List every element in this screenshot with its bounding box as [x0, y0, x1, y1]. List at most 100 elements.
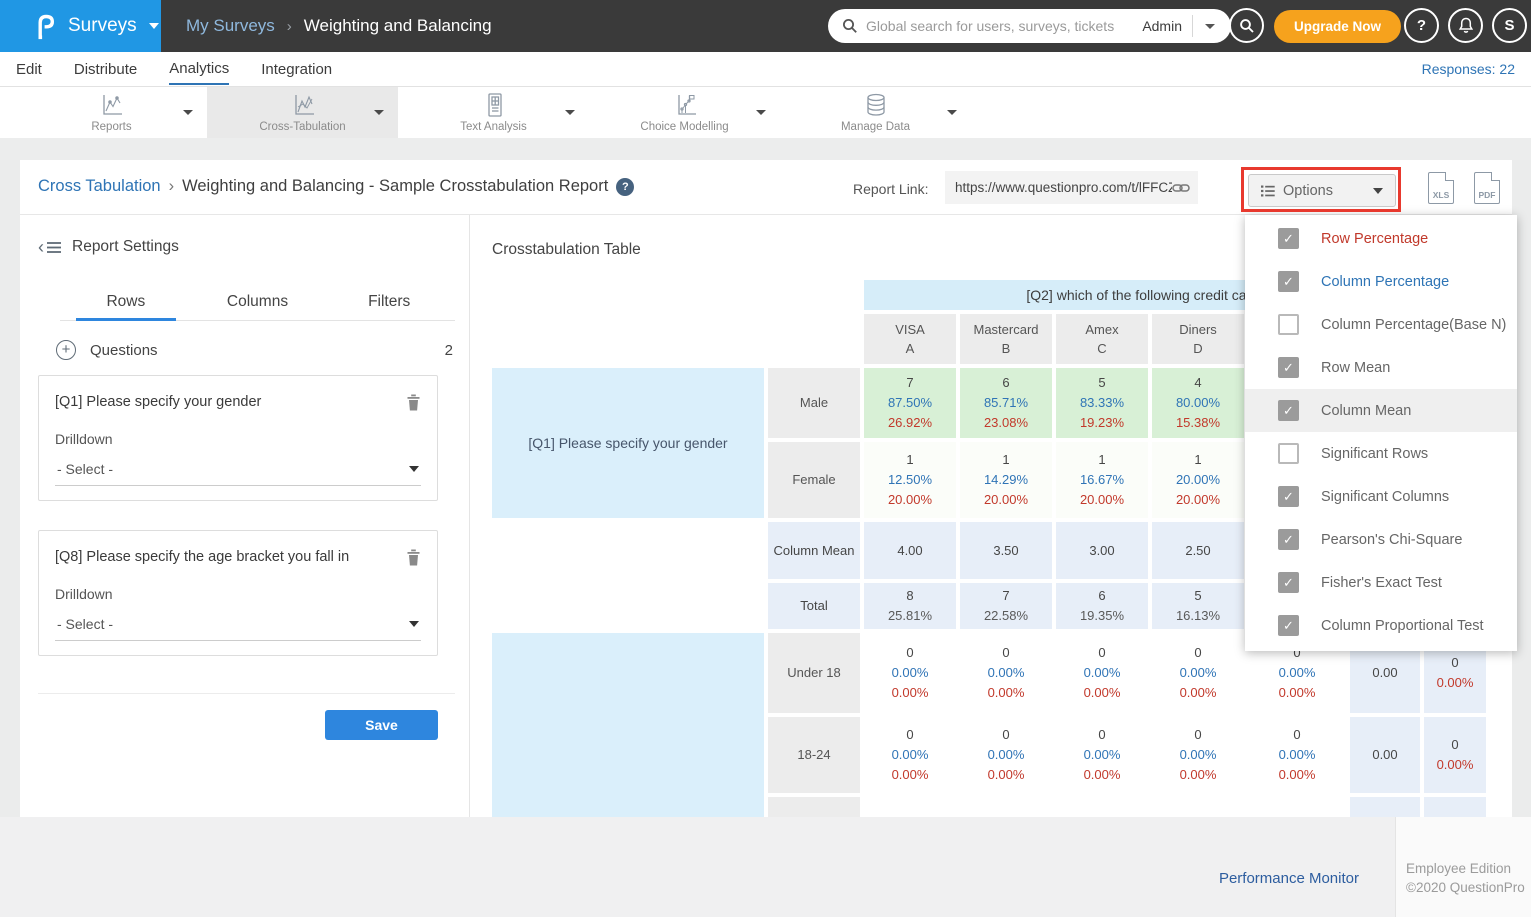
cell: 120.00%20.00% — [1152, 442, 1244, 518]
nav-tab-distribute[interactable]: Distribute — [74, 54, 137, 84]
database-icon — [863, 92, 889, 118]
menu-item-column-mean[interactable]: Column Mean — [1245, 389, 1517, 432]
breadcrumb-separator: › — [287, 18, 292, 35]
save-button[interactable]: Save — [325, 710, 438, 740]
breadcrumb-my-surveys-link[interactable]: My Surveys — [186, 16, 275, 36]
report-settings-panel: Report Settings Rows Columns Filters Que… — [20, 215, 470, 817]
export-xls-button[interactable]: XLS — [1428, 172, 1454, 204]
checkbox-checked-icon[interactable] — [1278, 529, 1299, 550]
reports-chart-icon — [99, 92, 125, 118]
report-breadcrumb: Cross Tabulation › Weighting and Balanci… — [38, 177, 634, 196]
module-caret-icon[interactable] — [374, 110, 384, 115]
question-title: [Q1] Please specify your gender — [55, 394, 406, 410]
help-icon: ? — [1417, 17, 1426, 34]
tab-rows[interactable]: Rows — [60, 285, 192, 320]
drilldown-select-q8[interactable]: - Select - — [55, 602, 421, 641]
questions-label: Questions — [90, 342, 158, 359]
panel-divider — [38, 693, 455, 694]
nav-tab-edit[interactable]: Edit — [16, 54, 42, 84]
search-scope-caret-icon[interactable] — [1205, 24, 1215, 29]
breadcrumb-separator: › — [169, 177, 175, 196]
checkbox-checked-icon[interactable] — [1278, 357, 1299, 378]
cross-tabulation-link[interactable]: Cross Tabulation — [38, 177, 161, 196]
module-caret-icon[interactable] — [183, 110, 193, 115]
menu-item-column-proportional-test[interactable]: Column Proportional Test — [1245, 604, 1517, 647]
menu-item-significant-columns[interactable]: Significant Columns — [1245, 475, 1517, 518]
module-choice-modelling[interactable]: Choice Modelling — [589, 87, 780, 138]
cell: 2.50 — [1152, 522, 1244, 579]
module-label: Manage Data — [841, 121, 910, 133]
module-reports[interactable]: Reports — [16, 87, 207, 138]
add-question-icon[interactable] — [56, 340, 76, 360]
notifications-button[interactable] — [1448, 8, 1483, 43]
edition-label: Employee Edition — [1406, 859, 1531, 878]
export-pdf-button[interactable]: PDF — [1474, 172, 1500, 204]
link-icon[interactable] — [1172, 181, 1190, 195]
report-help-icon[interactable]: ? — [616, 178, 634, 196]
settings-tabs: Rows Columns Filters — [60, 285, 455, 321]
checkbox-checked-icon[interactable] — [1278, 572, 1299, 593]
account-avatar[interactable]: S — [1492, 8, 1527, 43]
menu-item-column-percentage[interactable]: Column Percentage — [1245, 260, 1517, 303]
copyright-label: ©2020 QuestionPro — [1406, 878, 1531, 897]
toolbar-gap — [0, 138, 1531, 160]
menu-item-row-mean[interactable]: Row Mean — [1245, 346, 1517, 389]
q1-row-label: [Q1] Please specify your gender — [492, 368, 764, 518]
delete-question-icon[interactable] — [406, 549, 421, 566]
upgrade-now-button[interactable]: Upgrade Now — [1274, 10, 1401, 43]
report-header-row: Cross Tabulation › Weighting and Balanci… — [20, 160, 1512, 215]
menu-item-row-percentage[interactable]: Row Percentage — [1245, 217, 1517, 260]
select-caret-icon — [409, 621, 419, 627]
row-stub-under18: Under 18 — [768, 633, 860, 713]
report-url-input[interactable] — [955, 180, 1172, 195]
performance-monitor-link[interactable]: Performance Monitor — [1219, 870, 1359, 887]
module-text-analysis[interactable]: Text Analysis — [398, 87, 589, 138]
nav-tab-integration[interactable]: Integration — [261, 54, 332, 84]
menu-item-pearsons-chi-square[interactable]: Pearson's Chi-Square — [1245, 518, 1517, 561]
module-manage-data[interactable]: Manage Data — [780, 87, 971, 138]
column-header-amex: AmexC — [1056, 314, 1148, 364]
cell: 722.58% — [960, 583, 1052, 629]
row-stub-column-mean: Column Mean — [768, 522, 860, 579]
cell: 583.33%19.23% — [1056, 368, 1148, 438]
search-submit-button[interactable] — [1229, 8, 1264, 43]
help-button[interactable]: ? — [1404, 8, 1439, 43]
checkbox-unchecked-icon[interactable] — [1278, 443, 1299, 464]
options-dropdown-menu: Row Percentage Column Percentage Column … — [1245, 215, 1517, 651]
checkbox-checked-icon[interactable] — [1278, 486, 1299, 507]
question-card-q8: [Q8] Please specify the age bracket you … — [38, 530, 438, 656]
column-header-mastercard: MastercardB — [960, 314, 1052, 364]
tab-filters[interactable]: Filters — [323, 285, 455, 320]
drilldown-select-q1[interactable]: - Select - — [55, 447, 421, 486]
questions-section-header: Questions 2 — [56, 340, 453, 360]
menu-item-significant-rows[interactable]: Significant Rows — [1245, 432, 1517, 475]
global-search-input[interactable] — [866, 18, 1136, 34]
global-search-bar: Admin — [828, 9, 1231, 43]
module-caret-icon[interactable] — [947, 110, 957, 115]
checkbox-checked-icon[interactable] — [1278, 271, 1299, 292]
options-button[interactable]: Options — [1248, 174, 1396, 207]
checkbox-checked-icon[interactable] — [1278, 400, 1299, 421]
collapse-panel-icon[interactable] — [38, 238, 62, 256]
cell: 516.13% — [1152, 583, 1244, 629]
product-switcher-caret-icon[interactable] — [149, 23, 159, 29]
module-caret-icon[interactable] — [565, 110, 575, 115]
row-stub-male: Male — [768, 368, 860, 438]
search-scope-label: Admin — [1142, 18, 1182, 34]
menu-item-fishers-exact-test[interactable]: Fisher's Exact Test — [1245, 561, 1517, 604]
checkbox-checked-icon[interactable] — [1278, 615, 1299, 636]
menu-item-column-percentage-base-n[interactable]: Column Percentage(Base N) — [1245, 303, 1517, 346]
checkbox-unchecked-icon[interactable] — [1278, 314, 1299, 335]
xls-icon-label: XLS — [1429, 190, 1453, 200]
cell: 787.50%26.92% — [864, 368, 956, 438]
module-caret-icon[interactable] — [756, 110, 766, 115]
checkbox-checked-icon[interactable] — [1278, 228, 1299, 249]
brand-block[interactable]: Surveys — [0, 0, 161, 52]
delete-question-icon[interactable] — [406, 394, 421, 411]
cell: 00.00%0.00% — [1152, 633, 1244, 713]
module-cross-tabulation[interactable]: Cross-Tabulation — [207, 87, 398, 138]
nav-tab-analytics[interactable]: Analytics — [169, 53, 229, 85]
page-footer: Performance Monitor Employee Edition ©20… — [0, 817, 1531, 917]
cross-tabulation-chart-icon — [290, 92, 316, 118]
tab-columns[interactable]: Columns — [192, 285, 324, 320]
